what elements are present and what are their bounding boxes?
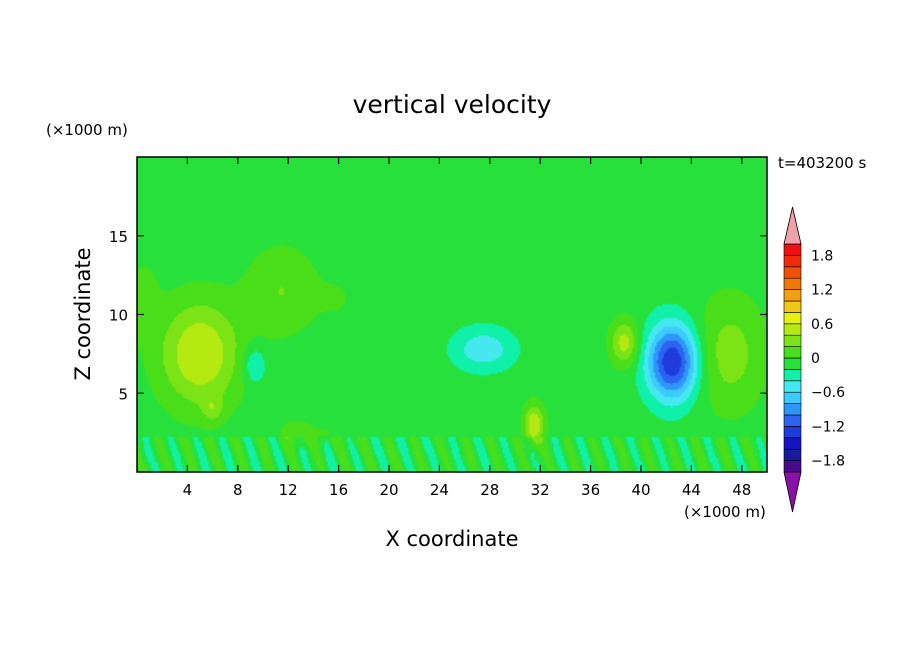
- x-tick-label: 16: [329, 481, 348, 499]
- x-axis-label: X coordinate: [385, 527, 518, 551]
- colorbar-band: [783, 255, 802, 268]
- colorbar-label: 0: [811, 351, 820, 367]
- x-tick-label: 12: [279, 481, 298, 499]
- colorbar-label: −0.6: [811, 385, 845, 401]
- x-tick-label: 8: [233, 481, 243, 499]
- colorbar-band: [783, 312, 802, 325]
- colorbar-under-arrow: [783, 471, 802, 513]
- x-tick-label: 48: [732, 481, 751, 499]
- x-tick-label: 28: [480, 481, 499, 499]
- y-axis-label: Z coordinate: [71, 247, 95, 380]
- y-tick-label: 15: [109, 228, 128, 246]
- x-tick-label: 20: [379, 481, 398, 499]
- colorbar-band: [783, 346, 802, 359]
- x-tick-label: 40: [631, 481, 650, 499]
- colorbar-label: 0.6: [811, 317, 833, 333]
- colorbar-band: [783, 243, 802, 256]
- colorbar-label: 1.8: [811, 248, 833, 264]
- colorbar-label: −1.2: [811, 419, 845, 435]
- colorbar-band: [783, 380, 802, 393]
- colorbar-band: [783, 277, 802, 290]
- x-unit-label: (×1000 m): [684, 503, 766, 521]
- colorbar-band: [783, 448, 802, 461]
- colorbar-band: [783, 414, 802, 427]
- y-tick-label: 5: [118, 385, 128, 403]
- velocity-field: [137, 157, 767, 472]
- colorbar-band: [783, 369, 802, 382]
- colorbar-band: [783, 357, 802, 370]
- colorbar-band: [783, 460, 802, 473]
- colorbar-label: −1.8: [811, 454, 845, 470]
- y-unit-label: (×1000 m): [46, 121, 128, 139]
- chart-title: vertical velocity: [353, 90, 552, 119]
- colorbar-band: [783, 323, 802, 336]
- x-tick-label: 44: [682, 481, 701, 499]
- colorbar-band: [783, 437, 802, 450]
- y-tick-label: 10: [109, 307, 128, 325]
- x-tick-label: 24: [430, 481, 449, 499]
- colorbar-over-arrow: [783, 206, 802, 245]
- colorbar-band: [783, 403, 802, 416]
- x-tick-label: 32: [531, 481, 550, 499]
- x-ticks: 4 8 12 16 20 24 28 32 36 40 44 48: [183, 157, 751, 499]
- x-tick-label: 4: [183, 481, 193, 499]
- colorbar-band: [783, 266, 802, 279]
- colorbar: 1.8 1.2 0.6 0 −0.6 −1.2 −1.8: [783, 206, 845, 513]
- colorbar-label: 1.2: [811, 283, 833, 299]
- colorbar-band: [783, 334, 802, 347]
- colorbar-band: [783, 300, 802, 313]
- colorbar-band: [783, 426, 802, 439]
- colorbar-band: [783, 289, 802, 302]
- time-label: t=403200 s: [778, 154, 866, 172]
- colorbar-band: [783, 391, 802, 404]
- y-ticks: 5 10 15: [109, 228, 767, 403]
- x-tick-label: 36: [581, 481, 600, 499]
